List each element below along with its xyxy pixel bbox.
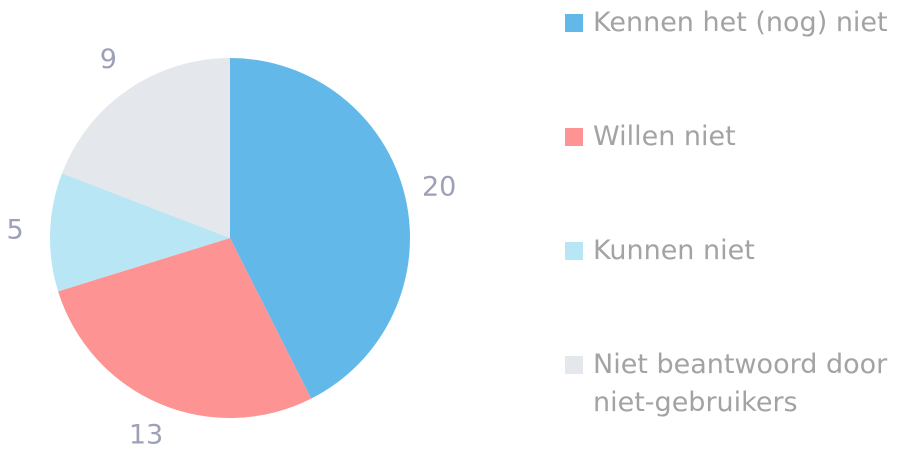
data-label: 9 — [100, 44, 117, 75]
legend-swatch — [565, 356, 583, 374]
data-label: 5 — [7, 214, 24, 245]
legend-item: Niet beantwoord door niet-gebruikers — [565, 346, 911, 422]
legend-item: Kennen het (nog) niet — [565, 4, 911, 42]
legend-label: Niet beantwoord door niet-gebruikers — [593, 349, 888, 418]
legend-label: Kunnen niet — [593, 235, 755, 266]
pie-slice — [58, 238, 312, 418]
legend-item: Willen niet — [565, 118, 911, 156]
legend-swatch — [565, 14, 583, 32]
legend-label: Willen niet — [593, 121, 736, 152]
legend-swatch — [565, 128, 583, 146]
data-label: 20 — [422, 172, 456, 203]
legend-item: Kunnen niet — [565, 232, 911, 270]
legend-swatch — [565, 242, 583, 260]
data-label: 13 — [129, 419, 163, 450]
pie-slice — [62, 58, 230, 238]
pie-slice — [50, 173, 230, 292]
pie-slice — [230, 58, 410, 399]
chart: 20 13 5 9 — [7, 44, 457, 450]
legend-label: Kennen het (nog) niet — [593, 7, 888, 38]
